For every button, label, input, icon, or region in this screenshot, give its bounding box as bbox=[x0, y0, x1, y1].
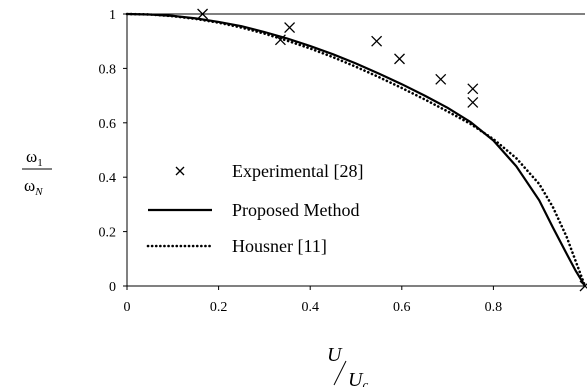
data-point-experimental bbox=[467, 96, 479, 108]
data-point-experimental bbox=[371, 35, 383, 47]
legend-label: Proposed Method bbox=[232, 200, 360, 220]
y-tick-label: 0.2 bbox=[99, 226, 117, 241]
data-point-stroke bbox=[467, 83, 479, 95]
legend-marker-experimental bbox=[175, 166, 185, 176]
data-point-stroke bbox=[394, 53, 405, 65]
y-axis-label-numerator: ω1 bbox=[26, 147, 43, 169]
x-tick-label: 0.8 bbox=[485, 300, 503, 315]
y-tick-label: 0.6 bbox=[99, 117, 117, 132]
plot-frame bbox=[126, 13, 585, 287]
series-proposed-line bbox=[126, 12, 586, 287]
y-axis-label-denominator: ωN bbox=[24, 176, 43, 198]
y-tick-label: 0.8 bbox=[99, 62, 117, 77]
data-point-experimental bbox=[467, 83, 479, 95]
legend: Experimental [28] Proposed Method Housner … bbox=[146, 161, 363, 256]
data-point-stroke bbox=[197, 8, 209, 20]
data-point-stroke bbox=[435, 73, 447, 85]
data-point-experimental bbox=[394, 53, 405, 65]
axis-ticks: 0 0.2 0.4 0.6 0.8 1 0 0.2 0.4 0.6 0.8 bbox=[99, 8, 503, 315]
data-point-experimental bbox=[197, 8, 209, 20]
data-point-stroke bbox=[579, 283, 587, 292]
legend-label: Housner [11] bbox=[232, 236, 327, 256]
series-housner-line bbox=[125, 12, 587, 288]
series-layer bbox=[125, 8, 587, 292]
data-point-experimental bbox=[274, 34, 286, 46]
y-tick-label: 1 bbox=[109, 8, 116, 23]
data-point-stroke bbox=[274, 34, 286, 46]
x-tick-label: 0.6 bbox=[393, 300, 411, 315]
data-point-stroke bbox=[467, 96, 479, 108]
data-point-experimental bbox=[579, 280, 587, 292]
y-tick-label: 0.4 bbox=[99, 171, 117, 186]
x-axis-label-numerator: U bbox=[327, 344, 343, 366]
x-axis-fraction-slash bbox=[333, 360, 347, 386]
data-point-experimental bbox=[284, 22, 296, 34]
x-tick-label: 0.4 bbox=[301, 300, 319, 315]
y-tick-label: 0 bbox=[109, 280, 116, 295]
legend-label: Experimental [28] bbox=[232, 161, 363, 181]
data-point-stroke bbox=[371, 35, 383, 47]
axis-labels: ω1 ωN U Uc bbox=[22, 147, 368, 387]
x-tick-label: 0.2 bbox=[210, 300, 228, 315]
data-point-experimental bbox=[435, 73, 447, 85]
x-axis-label-denominator: Uc bbox=[348, 369, 368, 387]
data-point-stroke bbox=[284, 22, 296, 34]
x-tick-label: 0 bbox=[124, 300, 131, 315]
